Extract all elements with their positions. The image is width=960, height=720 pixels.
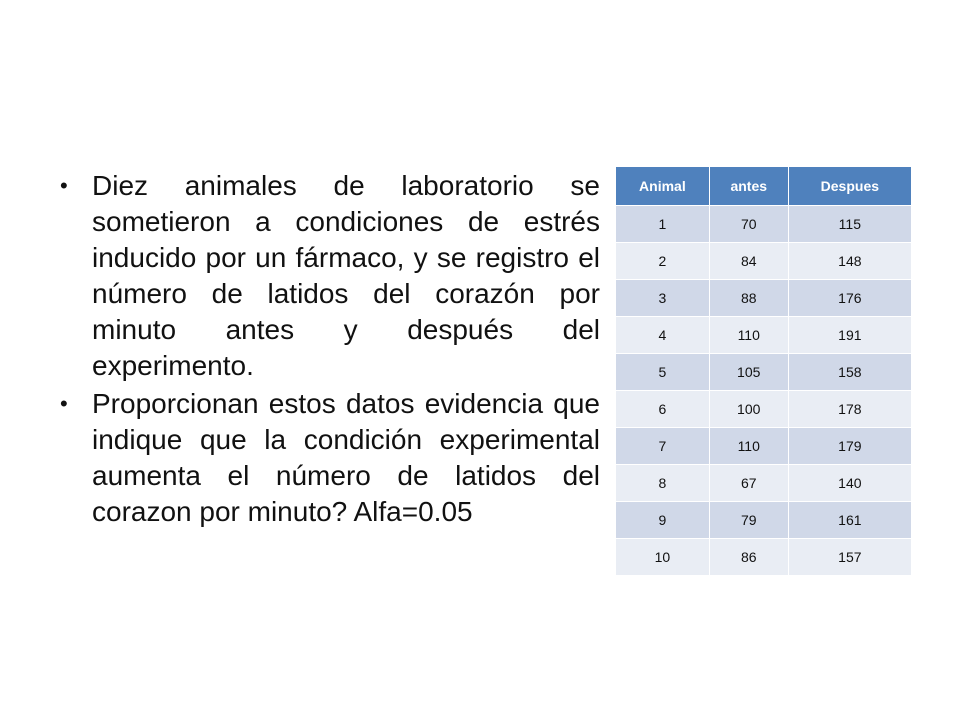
table-row: 6 100 178 bbox=[615, 390, 913, 428]
cell-animal: 9 bbox=[615, 501, 710, 539]
cell-animal: 8 bbox=[615, 464, 710, 502]
cell-antes: 79 bbox=[708, 501, 789, 539]
cell-animal: 4 bbox=[615, 316, 710, 354]
cell-antes: 67 bbox=[708, 464, 789, 502]
cell-animal: 2 bbox=[615, 242, 710, 280]
cell-despues: 115 bbox=[787, 205, 913, 243]
table-row: 2 84 148 bbox=[615, 242, 913, 280]
cell-despues: 158 bbox=[787, 353, 913, 391]
cell-despues: 191 bbox=[787, 316, 913, 354]
table-row: 1 70 115 bbox=[615, 205, 913, 243]
data-table: Animal antes Despues 1 70 115 2 84 148 3… bbox=[615, 166, 913, 576]
table-row: 3 88 176 bbox=[615, 279, 913, 317]
cell-antes: 110 bbox=[708, 316, 789, 354]
cell-antes: 105 bbox=[708, 353, 789, 391]
cell-despues: 178 bbox=[787, 390, 913, 428]
cell-animal: 5 bbox=[615, 353, 710, 391]
cell-despues: 176 bbox=[787, 279, 913, 317]
table-row: 10 86 157 bbox=[615, 538, 913, 576]
cell-despues: 140 bbox=[787, 464, 913, 502]
bullet-icon: • bbox=[60, 173, 68, 198]
cell-despues: 161 bbox=[787, 501, 913, 539]
cell-antes: 86 bbox=[708, 538, 789, 576]
column-header-despues: Despues bbox=[787, 166, 913, 206]
cell-despues: 179 bbox=[787, 427, 913, 465]
cell-animal: 6 bbox=[615, 390, 710, 428]
column-header-animal: Animal bbox=[615, 166, 710, 206]
cell-antes: 70 bbox=[708, 205, 789, 243]
cell-animal: 7 bbox=[615, 427, 710, 465]
cell-animal: 3 bbox=[615, 279, 710, 317]
bullet-item-question: • Proporcionan estos datos evidencia que… bbox=[60, 386, 600, 530]
bullet-list: • Diez animales de laboratorio se someti… bbox=[60, 168, 600, 530]
bullet-item-description: • Diez animales de laboratorio se someti… bbox=[60, 168, 600, 384]
cell-animal: 10 bbox=[615, 538, 710, 576]
cell-despues: 157 bbox=[787, 538, 913, 576]
table-row: 4 110 191 bbox=[615, 316, 913, 354]
cell-antes: 110 bbox=[708, 427, 789, 465]
cell-animal: 1 bbox=[615, 205, 710, 243]
table-row: 7 110 179 bbox=[615, 427, 913, 465]
table-row: 9 79 161 bbox=[615, 501, 913, 539]
table-header-row: Animal antes Despues bbox=[615, 166, 913, 206]
table-row: 8 67 140 bbox=[615, 464, 913, 502]
bullet-text: Diez animales de laboratorio se sometier… bbox=[92, 170, 600, 381]
cell-antes: 84 bbox=[708, 242, 789, 280]
cell-despues: 148 bbox=[787, 242, 913, 280]
column-header-antes: antes bbox=[708, 166, 789, 206]
cell-antes: 100 bbox=[708, 390, 789, 428]
bullet-text: Proporcionan estos datos evidencia que i… bbox=[92, 388, 600, 527]
cell-antes: 88 bbox=[708, 279, 789, 317]
table-row: 5 105 158 bbox=[615, 353, 913, 391]
bullet-icon: • bbox=[60, 391, 68, 416]
